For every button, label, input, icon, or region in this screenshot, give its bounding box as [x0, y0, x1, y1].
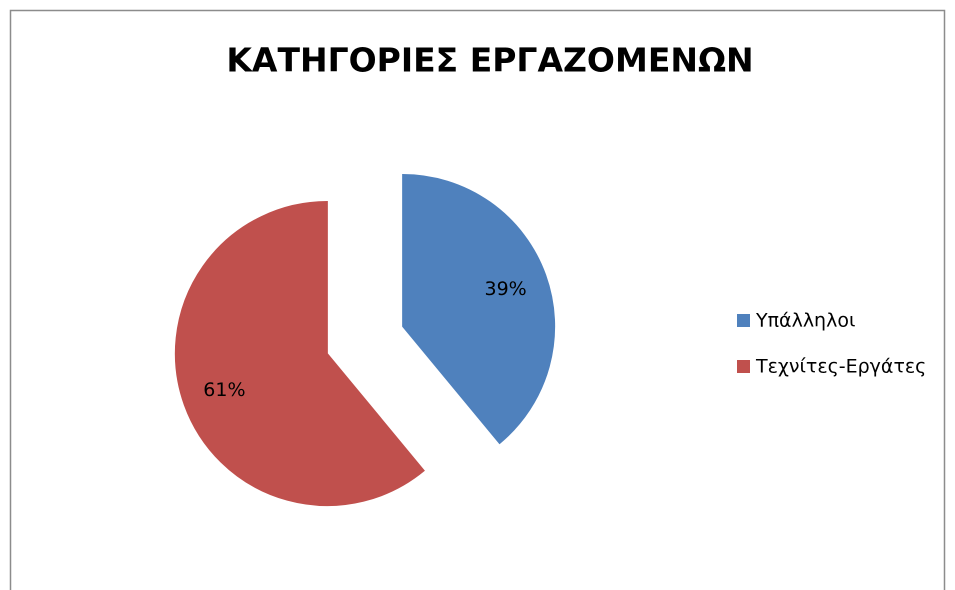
pie-slice — [174, 201, 425, 507]
data-label: 39% — [484, 278, 526, 300]
data-label: 61% — [203, 379, 245, 401]
legend-swatch — [737, 360, 750, 373]
chart-frame — [9, 9, 946, 590]
legend-label: Υπάλληλοι — [755, 310, 855, 332]
chart-title: ΚΑΤΗΓΟΡΙΕΣ ΕΡΓΑΖΟΜΕΝΩΝ — [226, 41, 753, 80]
legend-label: Τεχνίτες-Εργάτες — [755, 356, 926, 378]
pie-slice — [402, 173, 556, 445]
legend-swatch — [737, 314, 750, 327]
